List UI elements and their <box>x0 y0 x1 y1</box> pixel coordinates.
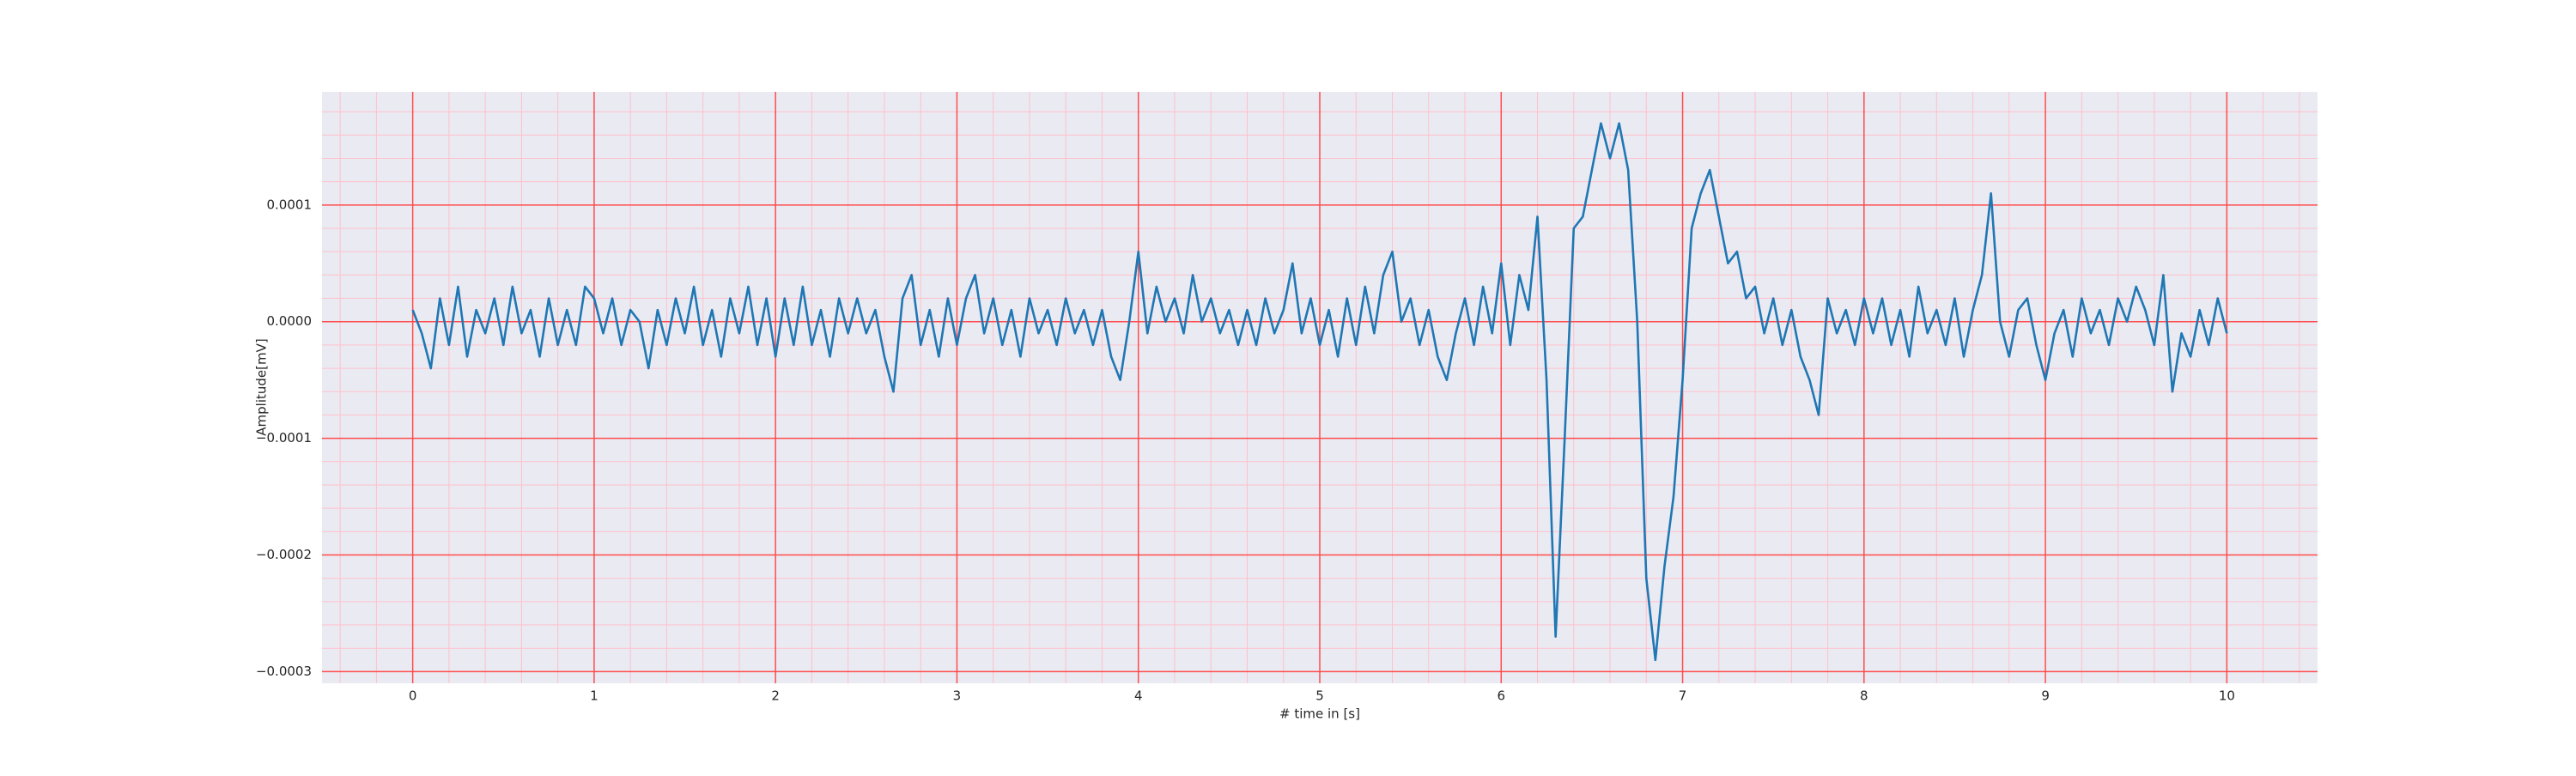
y-tick-label: −0.0003 <box>256 664 312 679</box>
x-tick-label: 2 <box>771 688 780 704</box>
x-tick-label: 5 <box>1315 688 1324 704</box>
x-tick-label: 10 <box>2219 688 2235 704</box>
x-tick-label: 7 <box>1679 688 1687 704</box>
x-tick-label: 0 <box>409 688 417 704</box>
y-tick-label: −0.0001 <box>256 430 312 446</box>
x-tick-label: 3 <box>953 688 962 704</box>
y-tick-label: 0.0001 <box>267 197 313 212</box>
y-tick-label: −0.0002 <box>256 547 312 562</box>
y-axis-label: Amplitude[mV] <box>254 338 270 435</box>
x-tick-label: 8 <box>1860 688 1868 704</box>
plot-marks <box>411 122 2228 662</box>
x-axis-label: # time in [s] <box>1279 706 1360 722</box>
x-tick-label: 1 <box>590 688 598 704</box>
signal-line <box>411 122 2228 662</box>
x-tick-label: 6 <box>1497 688 1505 704</box>
x-tick-label: 9 <box>2041 688 2050 704</box>
x-tick-label: 4 <box>1134 688 1143 704</box>
y-tick-label: 0.0000 <box>267 313 313 329</box>
